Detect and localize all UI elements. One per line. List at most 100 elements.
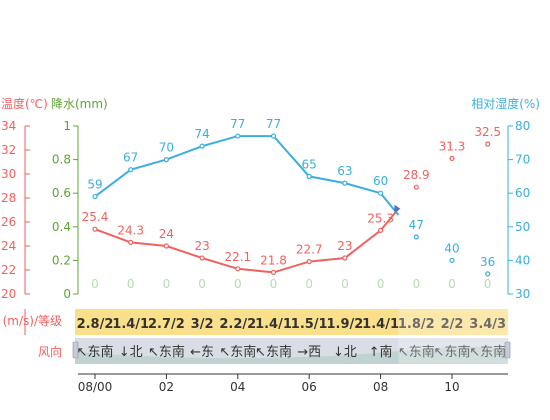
x-tick-label: 02: [159, 380, 174, 394]
humidity-point: [270, 133, 277, 139]
humidity-point: [342, 180, 348, 186]
temperature-point: [199, 255, 205, 261]
wind-speed-band: [75, 309, 508, 335]
temperature-point: [128, 239, 134, 245]
temperature-axis-title: 温度(℃): [1, 96, 48, 111]
humidity-value-label: 59: [87, 178, 102, 192]
x-tick-label: 08/00: [78, 380, 113, 394]
humidity-point: [92, 193, 98, 200]
wind-speed-value: 1.9/2: [326, 317, 363, 332]
temperature-tick-label: 26: [1, 215, 16, 229]
temperature-value-label: 28.9: [403, 168, 430, 182]
rain-tick-label: 0.4: [52, 220, 71, 234]
temperature-tick-label: 32: [1, 143, 16, 157]
temperature-tick-label: 34: [1, 119, 16, 133]
rain-value-label: 0: [412, 277, 420, 291]
rain-value-label: 0: [234, 277, 242, 291]
humidity-tick-label: 70: [515, 153, 530, 167]
temperature-point: [163, 243, 169, 249]
rain-value-label: 0: [198, 277, 206, 291]
humidity-tick-label: 30: [515, 287, 530, 301]
temperature-value-label: 23: [194, 239, 209, 253]
zoom-handle-right[interactable]: [504, 341, 511, 359]
zoom-handle-left[interactable]: [72, 341, 79, 359]
humidity-value-label: 65: [302, 157, 317, 171]
temperature-point: [342, 255, 348, 261]
temperature-tick-label: 20: [1, 287, 16, 301]
temperature-tick-label: 28: [1, 191, 16, 205]
temperature-value-label: 23: [337, 239, 352, 253]
wind-speed-value: 2.8/2: [77, 317, 114, 332]
rain-value-label: 0: [305, 277, 313, 291]
rain-value-label: 0: [163, 277, 171, 291]
temperature-series-line: [94, 208, 400, 274]
temperature-point: [235, 266, 241, 272]
rain-value-label: 0: [270, 277, 278, 291]
wind-direction-value: ↓北: [119, 345, 143, 360]
humidity-value-label: 70: [159, 141, 174, 155]
wind-direction-label: 风向: [38, 344, 62, 359]
wind-direction-value: ↖东南: [434, 344, 471, 360]
x-tick-label: 08: [373, 380, 388, 394]
wind-direction-area: [75, 346, 508, 364]
wind-direction-value: ↖东南: [398, 344, 435, 360]
temperature-point: [413, 184, 419, 190]
rain-tick-label: 0.2: [52, 253, 71, 267]
rain-value-label: 0: [127, 277, 135, 291]
rain-value-label: 0: [448, 277, 456, 291]
wind-direction-value: →西: [297, 345, 321, 360]
humidity-value-label: 63: [337, 164, 352, 178]
humidity-point: [306, 173, 312, 179]
humidity-tick-label: 40: [515, 253, 530, 267]
humidity-value-label: 60: [373, 174, 388, 188]
temperature-tick-label: 30: [1, 167, 16, 181]
temperature-point: [270, 269, 277, 275]
temperature-tick-label: 22: [1, 263, 16, 277]
humidity-point: [199, 143, 205, 149]
rain-value-label: 0: [341, 277, 349, 291]
temperature-value-label: 32.5: [474, 125, 501, 139]
rain-axis-title: 降水(mm): [51, 97, 108, 111]
temperature-value-label: 22.7: [296, 243, 323, 257]
temperature-value-label: 24.3: [117, 223, 144, 237]
humidity-value-label: 40: [444, 241, 459, 255]
humidity-axis-title: 相对湿度(%): [471, 96, 540, 111]
wind-direction-value: ←东: [190, 345, 214, 360]
humidity-tick-label: 50: [515, 220, 530, 234]
rain-tick-label: 0.8: [52, 153, 71, 167]
wind-speed-value: 1.5/1: [291, 317, 328, 332]
temperature-point: [378, 227, 384, 233]
temperature-value-label: 25.3: [367, 211, 394, 225]
temperature-value-label: 31.3: [439, 139, 466, 153]
humidity-point: [128, 167, 134, 173]
humidity-tick-label: 60: [515, 186, 530, 200]
temperature-point: [485, 141, 491, 147]
temperature-tick-label: 24: [1, 239, 16, 253]
wind-speed-value: 3/2: [191, 317, 214, 332]
wind-speed-value: 2/2: [441, 317, 464, 332]
rain-value-label: 0: [484, 277, 492, 291]
rain-value-label: 0: [91, 277, 99, 291]
wind-speed-value: 3.4/3: [469, 317, 506, 332]
wind-direction-value: ↓北: [333, 345, 357, 360]
humidity-series-line: [94, 135, 400, 216]
humidity-point: [485, 271, 491, 277]
x-tick-label: 10: [444, 380, 459, 394]
x-tick-label: 06: [302, 380, 317, 394]
wind-direction-value: ↖东南: [77, 344, 114, 360]
temperature-value-label: 22.1: [224, 250, 251, 264]
wind-direction-value: ↖东南: [148, 344, 185, 360]
wind-direction-value: ↖东南: [219, 344, 256, 360]
wind-direction-value: ↖东南: [255, 344, 292, 360]
temperature-value-label: 25.4: [82, 210, 109, 224]
temperature-point: [306, 259, 312, 265]
rain-value-label: 0: [377, 277, 385, 291]
humidity-point: [235, 133, 241, 139]
timeline-marker: [394, 204, 401, 213]
wind-speed-value: 1.8/2: [398, 317, 435, 332]
x-tick-label: 04: [230, 380, 245, 394]
wind-speed-label: (m/s)/等级: [3, 314, 62, 328]
temperature-point: [449, 155, 455, 161]
